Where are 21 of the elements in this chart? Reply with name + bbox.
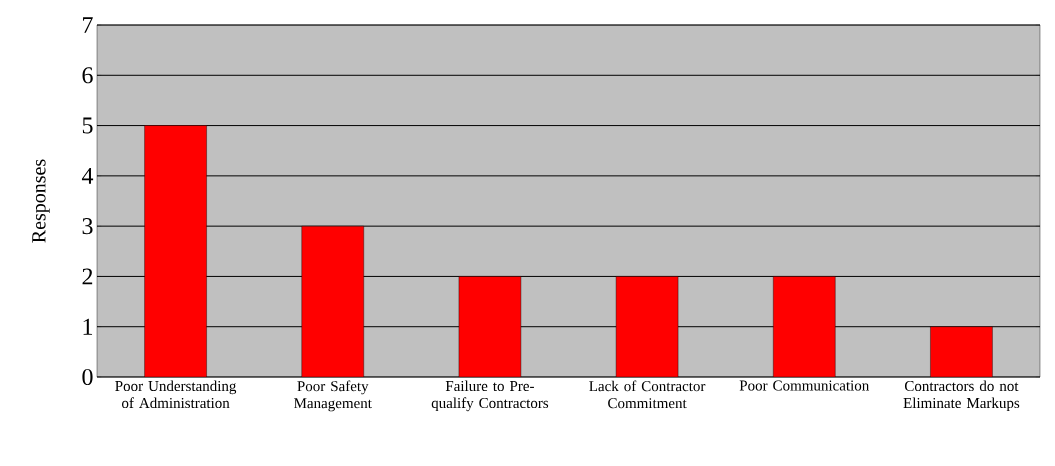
y-axis-title: Responses bbox=[32, 159, 50, 243]
bar bbox=[930, 326, 993, 377]
x-tick-label: Contractors do not Eliminate Markups bbox=[903, 380, 1020, 412]
bar bbox=[144, 125, 207, 377]
y-tick-label: 1 bbox=[83, 318, 93, 335]
y-tick-label: 4 bbox=[81, 167, 94, 184]
x-tick-label: Poor Safety Management bbox=[294, 380, 372, 412]
bar bbox=[301, 225, 364, 377]
y-tick-label: 2 bbox=[82, 268, 93, 285]
bar bbox=[773, 276, 836, 377]
x-tick-label: Poor Communication bbox=[739, 380, 870, 391]
y-tick-label: 6 bbox=[82, 67, 93, 84]
y-tick-label: 0 bbox=[82, 368, 93, 386]
y-tick-label: 5 bbox=[82, 117, 93, 134]
bar bbox=[615, 276, 679, 377]
x-tick-label: Poor Understanding of Administration bbox=[115, 380, 237, 409]
x-tick-label: Failure to Pre-qualify Contractors bbox=[431, 380, 549, 412]
x-tick-label: Lack of Contractor Commitment bbox=[589, 380, 706, 409]
y-tick-label: 7 bbox=[83, 17, 93, 33]
bar bbox=[458, 276, 522, 377]
y-tick-label: 3 bbox=[82, 218, 93, 235]
